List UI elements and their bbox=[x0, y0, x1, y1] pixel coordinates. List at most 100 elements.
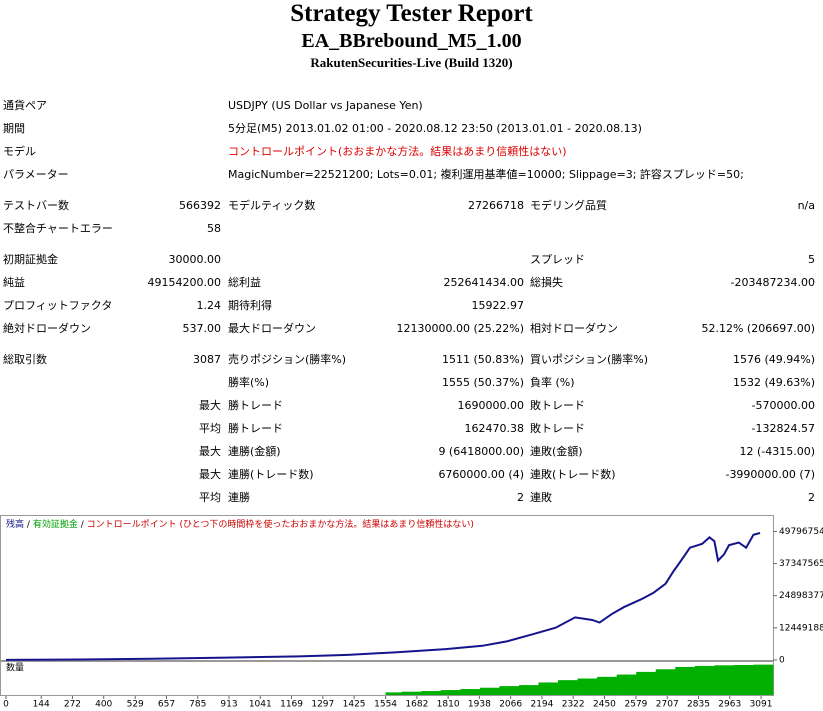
x-tick-label: 1297 bbox=[311, 700, 334, 710]
x-tick-label: 785 bbox=[189, 700, 206, 710]
volume-bar bbox=[714, 665, 735, 695]
volume-bar bbox=[616, 674, 637, 695]
cell-label: 絶対ドローダウン bbox=[3, 322, 91, 335]
x-tick-label: 0 bbox=[3, 700, 9, 710]
volume-bar bbox=[421, 691, 442, 695]
row-value: MagicNumber=22521200; Lots=0.01; 複利運用基準値… bbox=[228, 168, 744, 181]
x-tick-label: 2194 bbox=[530, 700, 553, 710]
report-subtitle: EA_BBrebound_M5_1.00 bbox=[301, 30, 522, 52]
volume-bar bbox=[401, 691, 422, 695]
cell-value: 1555 (50.37%) bbox=[441, 376, 524, 389]
cell-value: 6760000.00 (4) bbox=[438, 468, 524, 481]
legend-balance: 残高 bbox=[6, 518, 24, 530]
x-tick-label: 2322 bbox=[562, 700, 585, 710]
y-tick-label: 0 bbox=[779, 656, 785, 666]
balance-line bbox=[5, 532, 761, 661]
volume-bar bbox=[655, 669, 676, 695]
volume-bar bbox=[518, 685, 539, 695]
cell-label: モデルティック数 bbox=[228, 199, 316, 212]
row-value: USDJPY (US Dollar vs Japanese Yen) bbox=[228, 99, 423, 112]
cell-label: 総利益 bbox=[228, 276, 261, 289]
cell-label: 売りポジション(勝率%) bbox=[228, 353, 347, 366]
volume-bar bbox=[479, 687, 500, 695]
cell-label: 連勝 bbox=[228, 491, 250, 504]
cell-value: 58 bbox=[207, 222, 221, 235]
y-tick-label: 24898377 bbox=[779, 591, 823, 601]
cell-value: 537.00 bbox=[182, 322, 222, 335]
legend-equity: 有効証拠金 bbox=[33, 518, 78, 530]
row-label: 期間 bbox=[3, 122, 25, 135]
cell-value: 最大 bbox=[199, 445, 221, 458]
legend-note: コントロールポイント (ひとつ下の時間枠を使ったおおまかな方法。結果はあまり信頼… bbox=[87, 518, 474, 530]
cell-label: 相対ドローダウン bbox=[530, 322, 618, 335]
x-tick-label: 272 bbox=[64, 700, 81, 710]
cell-value: 平均 bbox=[199, 422, 221, 435]
cell-label: 買いポジション(勝率%) bbox=[530, 353, 649, 366]
cell-value: 1.24 bbox=[196, 299, 222, 312]
x-tick-label: 2835 bbox=[687, 700, 710, 710]
cell-value: 566392 bbox=[179, 199, 221, 212]
cell-label: 純益 bbox=[3, 276, 25, 289]
cell-value: 最大 bbox=[199, 399, 221, 412]
x-tick-label: 2963 bbox=[718, 700, 741, 710]
volume-bar bbox=[385, 692, 403, 695]
legend: 残高 / 有効証拠金 / コントロールポイント (ひとつ下の時間枠を使ったおおま… bbox=[6, 518, 474, 530]
volume-bar bbox=[597, 676, 617, 695]
volume-bar bbox=[460, 689, 481, 695]
x-tick-label: 144 bbox=[33, 700, 50, 710]
x-tick-label: 1554 bbox=[374, 700, 397, 710]
cell-value: 3087 bbox=[193, 353, 221, 366]
cell-label: 不整合チャートエラー bbox=[3, 222, 113, 235]
x-tick-label: 1682 bbox=[405, 700, 428, 710]
volume-bar bbox=[577, 678, 598, 695]
cell-value: 162470.38 bbox=[464, 422, 525, 435]
cell-label: 敗トレード bbox=[530, 399, 585, 412]
x-tick-label: 913 bbox=[220, 700, 237, 710]
cell-value: 12130000.00 (25.22%) bbox=[396, 322, 524, 335]
cell-label: 連敗 bbox=[530, 491, 552, 504]
cell-value: 1511 (50.83%) bbox=[441, 353, 524, 366]
cell-value: 9 (6418000.00) bbox=[438, 445, 524, 458]
cell-value: n/a bbox=[797, 199, 815, 212]
row-label: モデル bbox=[3, 145, 36, 158]
x-tick-label: 2450 bbox=[593, 700, 616, 710]
volume-bar bbox=[733, 664, 754, 695]
row-label: 通貨ペア bbox=[3, 99, 47, 112]
cell-value: -132824.57 bbox=[751, 422, 815, 435]
cell-label: 連勝(金額) bbox=[228, 445, 281, 458]
cell-label: テストバー数 bbox=[3, 199, 69, 212]
volume-bar bbox=[558, 680, 578, 695]
cell-label: 最大ドローダウン bbox=[228, 322, 316, 335]
cell-label: プロフィットファクタ bbox=[3, 299, 113, 312]
cell-value: 52.12% (206697.00) bbox=[701, 322, 815, 335]
cell-label: モデリング品質 bbox=[530, 199, 607, 212]
cell-value: 1532 (49.63%) bbox=[732, 376, 815, 389]
cell-value: 27266718 bbox=[468, 199, 524, 212]
cell-value: 5 bbox=[808, 253, 815, 266]
cell-label: 連敗(トレード数) bbox=[530, 468, 616, 481]
row-value: 5分足(M5) 2013.01.02 01:00 - 2020.08.12 23… bbox=[228, 122, 642, 135]
report-build: RakutenSecurities-Live (Build 1320) bbox=[310, 55, 513, 70]
cell-label: スプレッド bbox=[530, 253, 585, 266]
x-tick-label: 2066 bbox=[499, 700, 522, 710]
cell-label: 負率 (%) bbox=[530, 376, 575, 389]
x-tick-label: 3091 bbox=[750, 700, 773, 710]
report-title: Strategy Tester Report bbox=[290, 0, 533, 27]
cell-value: 最大 bbox=[199, 468, 221, 481]
legend-separator: / bbox=[81, 520, 85, 530]
y-tick-label: 49796754 bbox=[779, 527, 823, 537]
cell-label: 勝率(%) bbox=[228, 376, 270, 389]
x-tick-label: 1169 bbox=[280, 700, 303, 710]
legend-separator: / bbox=[27, 520, 31, 530]
cell-label: 連勝(トレード数) bbox=[228, 468, 314, 481]
row-label: パラメーター bbox=[3, 168, 69, 181]
y-tick-label: 37347565 bbox=[779, 559, 823, 569]
cell-label: 勝トレード bbox=[228, 422, 283, 435]
cell-value: -203487234.00 bbox=[730, 276, 815, 289]
cell-value: 49154200.00 bbox=[147, 276, 221, 289]
cell-value: 252641434.00 bbox=[443, 276, 524, 289]
x-tick-label: 2707 bbox=[656, 700, 679, 710]
y-tick-label: 12449188 bbox=[779, 623, 823, 633]
x-tick-label: 1810 bbox=[437, 700, 460, 710]
